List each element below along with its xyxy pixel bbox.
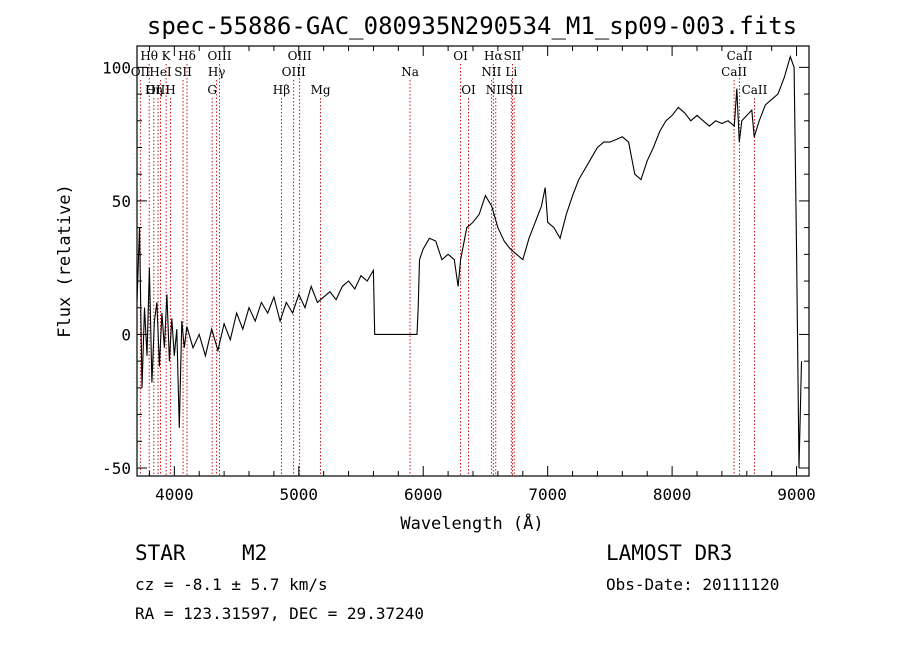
y-tick-label: -50 [102, 459, 131, 478]
x-axis-ticks: 4000 5000 6000 7000 8000 9000 [148, 46, 816, 504]
ra-dec-coordinates: RA = 123.31597, DEC = 29.37240 [135, 604, 424, 623]
spectral-line-label: OIII [288, 49, 312, 63]
line-labels: Hθ OII OIII K HeI Hη SII H Hδ OIII Hγ G Hβ OIII OIII Mg… [131, 49, 768, 97]
x-tick-label: 6000 [404, 485, 443, 504]
spectral-line-label: G [207, 83, 217, 97]
spectral-line-label: SII [174, 65, 192, 79]
spectral-line-label: OI [461, 83, 476, 97]
chart-title: spec-55886-GAC_080935N290534_M1_sp09-003… [147, 12, 797, 40]
spectral-line-label: NII [481, 65, 501, 79]
spectral-line-label: CaII [727, 49, 753, 63]
spectral-line-label: OIII [282, 65, 306, 79]
y-tick-label: 0 [121, 325, 131, 344]
spectral-line-label: CaII [721, 65, 747, 79]
y-axis-label: Flux (relative) [55, 184, 75, 338]
x-tick-label: 8000 [653, 485, 692, 504]
y-tick-label: 50 [112, 192, 131, 211]
redshift-cz: cz = -8.1 ± 5.7 km/s [135, 575, 328, 594]
spectral-line-label: OIII [146, 83, 170, 97]
spectral-line-label: Li [505, 65, 517, 79]
x-tick-label: 9000 [777, 485, 816, 504]
spectral-line-label: Na [401, 65, 419, 79]
spectral-line-label: SII [504, 49, 522, 63]
spectral-line-label: K [162, 49, 172, 63]
y-axis-ticks: -50 0 50 100 [102, 58, 809, 478]
y-tick-label: 100 [102, 58, 131, 77]
plot-frame [136, 45, 810, 477]
x-tick-label: 7000 [528, 485, 567, 504]
spectral-line-label: Mg [311, 83, 331, 97]
spectral-line-label: OI [453, 49, 468, 63]
spectral-line-label: SII [505, 83, 523, 97]
spectral-line-label: CaII [742, 83, 768, 97]
spectral-line-label: Hγ [208, 65, 226, 79]
spectral-line-label: OIII [207, 49, 231, 63]
spectrum-line [136, 54, 803, 469]
observation-date: Obs-Date: 20111120 [606, 575, 779, 594]
object-class: STAR [135, 541, 186, 565]
spectral-line-label: H [165, 83, 175, 97]
spectral-line-label: Hβ [273, 83, 290, 97]
object-subclass: M2 [242, 541, 267, 565]
spectral-line-label: Hα [484, 49, 503, 63]
survey-name: LAMOST DR3 [606, 541, 732, 565]
x-tick-label: 4000 [155, 485, 194, 504]
spectral-line-label: OII [131, 65, 151, 79]
spectral-line-label: Hθ [140, 49, 158, 63]
spectral-line-label: NII [486, 83, 506, 97]
spectral-line-label: Hδ [178, 49, 196, 63]
spectral-line-label: HeI [149, 65, 172, 79]
x-tick-label: 5000 [280, 485, 319, 504]
line-markers [139, 64, 755, 476]
x-axis-label: Wavelength (Å) [400, 512, 543, 534]
spectral-line-label: Hη [145, 83, 163, 97]
